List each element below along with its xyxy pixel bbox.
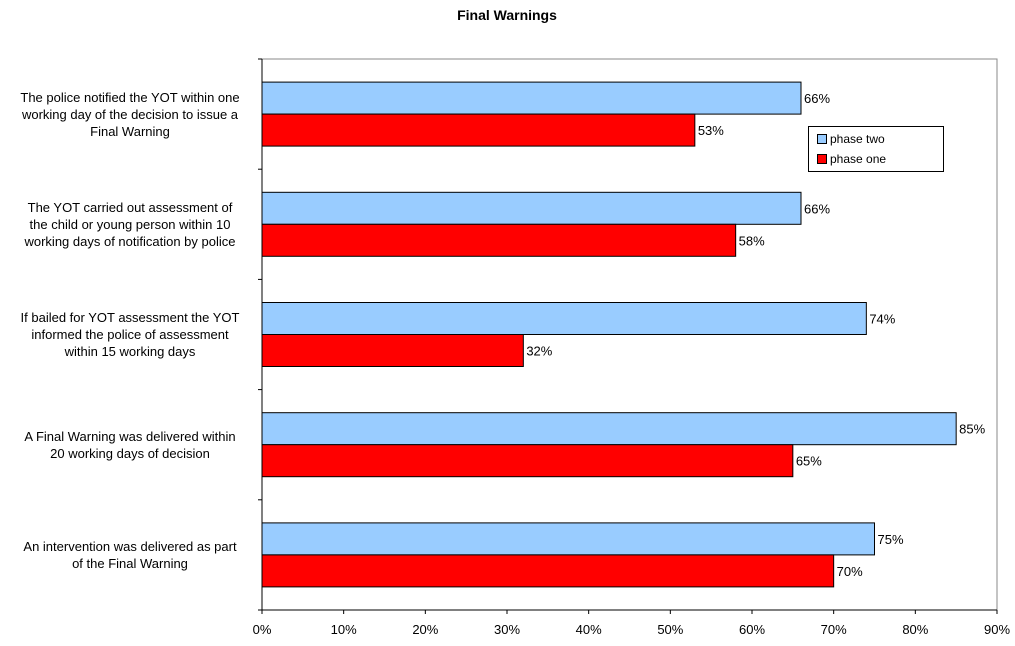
bar-phase-two-1 <box>262 82 801 114</box>
data-label-phase-one-2: 58% <box>739 233 765 248</box>
legend-item-phase-two: phase two <box>817 132 885 146</box>
category-label-line: within 15 working days <box>4 343 256 360</box>
data-label-phase-one-4: 65% <box>796 454 822 469</box>
category-label: The YOT carried out assessment of the chi… <box>4 199 256 250</box>
category-label-line: informed the police of assessment <box>4 326 256 343</box>
bar-phase-one-2 <box>262 224 736 256</box>
x-tick-label: 30% <box>494 622 520 637</box>
category-label-line: The police notified the YOT within one <box>4 89 256 106</box>
legend-label-phase-two: phase two <box>830 132 885 146</box>
bar-phase-one-1 <box>262 114 695 146</box>
legend-swatch-phase-one <box>817 154 827 164</box>
category-label-line: A Final Warning was delivered within <box>4 428 256 445</box>
category-label: An intervention was delivered as part of … <box>4 538 256 572</box>
legend-swatch-phase-two <box>817 134 827 144</box>
data-label-phase-two-3: 74% <box>869 312 895 327</box>
data-label-phase-one-3: 32% <box>526 344 552 359</box>
category-label-line: of the Final Warning <box>4 555 256 572</box>
data-label-phase-one-1: 53% <box>698 123 724 138</box>
x-tick-label: 20% <box>412 622 438 637</box>
data-label-phase-two-4: 85% <box>959 422 985 437</box>
category-label-line: 20 working days of decision <box>4 445 256 462</box>
bar-phase-two-2 <box>262 192 801 224</box>
category-label: A Final Warning was delivered within 20 w… <box>4 428 256 462</box>
bar-phase-one-3 <box>262 335 523 367</box>
category-label-line: the child or young person within 10 <box>4 216 256 233</box>
data-label-phase-one-5: 70% <box>837 564 863 579</box>
bar-phase-two-5 <box>262 523 875 555</box>
category-label: The police notified the YOT within one wo… <box>4 89 256 140</box>
bar-phase-two-4 <box>262 413 956 445</box>
category-label-line: The YOT carried out assessment of <box>4 199 256 216</box>
category-label-line: If bailed for YOT assessment the YOT <box>4 309 256 326</box>
data-label-phase-two-5: 75% <box>878 532 904 547</box>
category-label-line: Final Warning <box>4 123 256 140</box>
x-tick-label: 80% <box>902 622 928 637</box>
category-label-line: working days of notification by police <box>4 233 256 250</box>
bar-phase-one-5 <box>262 555 834 587</box>
legend-item-phase-one: phase one <box>817 152 886 166</box>
data-label-phase-two-1: 66% <box>804 91 830 106</box>
bar-phase-two-3 <box>262 303 866 335</box>
legend-label-phase-one: phase one <box>830 152 886 166</box>
category-label-line: An intervention was delivered as part <box>4 538 256 555</box>
legend: phase two phase one <box>808 126 944 172</box>
x-tick-label: 40% <box>576 622 602 637</box>
x-tick-label: 90% <box>984 622 1010 637</box>
x-tick-label: 70% <box>821 622 847 637</box>
x-tick-label: 50% <box>657 622 683 637</box>
x-tick-label: 60% <box>739 622 765 637</box>
category-label: If bailed for YOT assessment the YOT info… <box>4 309 256 360</box>
x-tick-label: 0% <box>253 622 272 637</box>
data-label-phase-two-2: 66% <box>804 201 830 216</box>
bar-phase-one-4 <box>262 445 793 477</box>
x-tick-label: 10% <box>331 622 357 637</box>
chart-title: Final Warnings <box>457 7 557 23</box>
category-label-line: working day of the decision to issue a <box>4 106 256 123</box>
